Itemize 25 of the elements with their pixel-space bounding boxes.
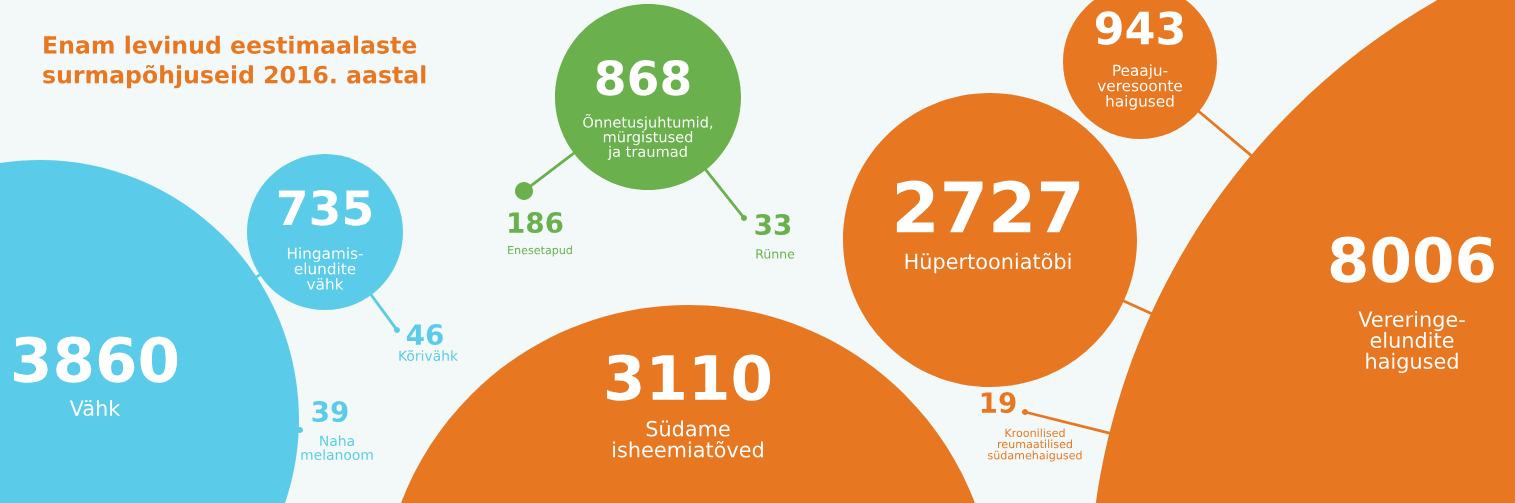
category-label: Enesetapud: [508, 245, 572, 257]
category-label: Vereringe- elundite haigused: [1358, 310, 1465, 374]
category-label: Hüpertooniatõbi: [905, 252, 1071, 274]
text: Enam levinud eestimaalaste surmapõhjuseid 2016. aastal: [43, 35, 426, 89]
category-label: Rünne: [756, 248, 795, 259]
data-label: 735: [278, 189, 371, 226]
data-label: 3110: [607, 354, 771, 401]
data-label: 46: [406, 324, 443, 346]
data-label: 3860: [14, 336, 178, 383]
category-label: Südame isheemiatõved: [613, 420, 763, 458]
category-label: Õnnetusjuhtumid, mürgistused ja traumad: [583, 114, 713, 160]
category-label: Hingamis- elundite vähk: [287, 247, 363, 290]
data-label: 943: [1095, 11, 1183, 45]
data-label: 868: [596, 59, 690, 96]
data-label: 186: [509, 212, 563, 234]
category-label: Naha melanoom: [301, 435, 373, 461]
category-label: Kõrivähk: [399, 350, 458, 362]
category-label: Peaaju- veresoonte haigused: [1097, 64, 1182, 110]
category-label: Kroonilised reumaatilised südamehaigused: [988, 428, 1082, 462]
category-label: Vähk: [69, 399, 121, 417]
data-label: 39: [312, 401, 348, 423]
data-label: 19: [981, 392, 1016, 414]
data-label: 33: [755, 214, 791, 236]
data-label: 2727: [896, 180, 1080, 233]
data-label: 8006: [1330, 236, 1494, 283]
